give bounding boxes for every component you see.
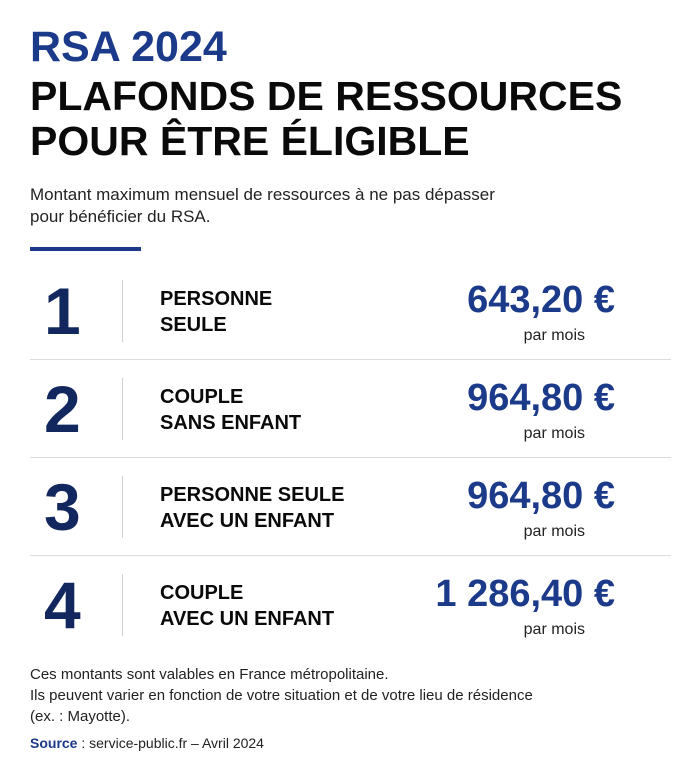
household-label-line-1: COUPLE [160,386,244,408]
period: par mois [523,523,585,540]
subtitle: Montant maximum mensuel de ressources à … [30,184,590,228]
page-title-line-2: POUR ÊTRE ÉLIGIBLE [30,118,470,164]
amount: 643,20 € [467,279,615,321]
list-item: 4 COUPLE AVEC UN ENFANT 1 286,40 € par m… [30,556,671,653]
period: par mois [523,425,585,442]
row-divider [122,476,123,538]
period: par mois [523,327,585,344]
list-item: 1 PERSONNE SEULE 643,20 € par mois [30,262,671,360]
row-divider [122,280,123,342]
source-separator: : [77,735,90,751]
list-item: 2 COUPLE SANS ENFANT 964,80 € par mois [30,360,671,458]
footnotes: Ces montants sont valables en France mét… [30,664,670,727]
row-number: 4 [44,568,81,642]
household-label: PERSONNE SEULE AVEC UN ENFANT [160,482,344,534]
household-label: PERSONNE SEULE [160,286,272,338]
page-title: PLAFONDS DE RESSOURCES POUR ÊTRE ÉLIGIBL… [30,74,622,164]
accent-divider [30,247,141,251]
row-divider [122,574,123,636]
household-label: COUPLE AVEC UN ENFANT [160,580,334,632]
household-label-line-2: AVEC UN ENFANT [160,608,335,630]
source-label: Source [30,735,78,751]
household-label-line-2: AVEC UN ENFANT [160,510,335,532]
subtitle-line-2: pour bénéficier du RSA. [30,207,211,226]
subtitle-line-1: Montant maximum mensuel de ressources à … [30,185,495,204]
footnote-line-2: Ils peuvent varier en fonction de votre … [30,687,533,704]
title-year: RSA 2024 [30,23,227,71]
row-number: 1 [44,274,81,348]
footnote-line-3: (ex. : Mayotte). [30,708,131,725]
household-label-line-1: PERSONNE SEULE [160,484,345,506]
household-label-line-2: SEULE [160,314,227,336]
footnote-line-1: Ces montants sont valables en France mét… [30,666,389,683]
source-credit: Source : service-public.fr – Avril 2024 [30,734,264,752]
period: par mois [523,621,585,638]
household-label-line-1: PERSONNE [160,288,273,310]
household-label-line-2: SANS ENFANT [160,412,302,434]
amount: 1 286,40 € [435,573,615,615]
source-text: service-public.fr – Avril 2024 [89,735,264,751]
list-item: 3 PERSONNE SEULE AVEC UN ENFANT 964,80 €… [30,458,671,556]
amount: 964,80 € [467,377,615,419]
ceiling-list: 1 PERSONNE SEULE 643,20 € par mois 2 COU… [30,262,671,653]
row-divider [122,378,123,440]
page-title-line-1: PLAFONDS DE RESSOURCES [30,73,623,119]
row-number: 3 [44,470,81,544]
row-number: 2 [44,372,81,446]
amount: 964,80 € [467,475,615,517]
household-label: COUPLE SANS ENFANT [160,384,301,436]
household-label-line-1: COUPLE [160,582,244,604]
